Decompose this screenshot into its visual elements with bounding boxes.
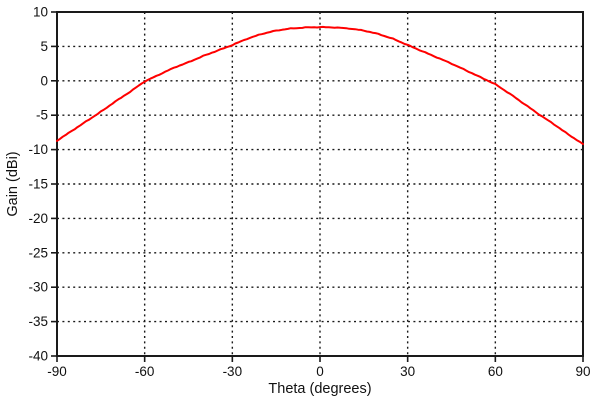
y-tick-label: -25 [28,245,48,260]
x-tick-label: 30 [400,364,415,379]
x-tick-label: -30 [223,364,243,379]
x-tick-label: -90 [47,364,67,379]
y-tick-label: 10 [33,5,48,20]
y-tick-label: -20 [28,211,48,226]
tick-labels: -90 -60 -30 0 30 60 90 10 5 0 -5 -10 -15 -20 -25 -30 -35… [28,5,590,380]
axis-ticks [51,11,584,362]
y-tick-label: 5 [40,39,48,54]
y-tick-label: -10 [28,142,48,157]
y-axis-title: Gain (dBi) [5,151,21,216]
y-tick-label: -15 [28,177,48,192]
x-tick-label: 60 [488,364,503,379]
x-axis-title: Theta (degrees) [268,381,371,397]
y-tick-label: 0 [40,73,48,88]
y-tick-label: -35 [28,314,48,329]
y-tick-label: -5 [36,108,48,123]
y-tick-label: -30 [28,280,48,295]
gain-curve [56,25,584,146]
x-tick-label: -60 [135,364,155,379]
y-tick-label: -40 [28,349,48,364]
x-tick-label: 0 [316,364,324,379]
grid-lines [57,12,583,356]
x-tick-label: 90 [575,364,590,379]
plot-border [56,11,584,357]
